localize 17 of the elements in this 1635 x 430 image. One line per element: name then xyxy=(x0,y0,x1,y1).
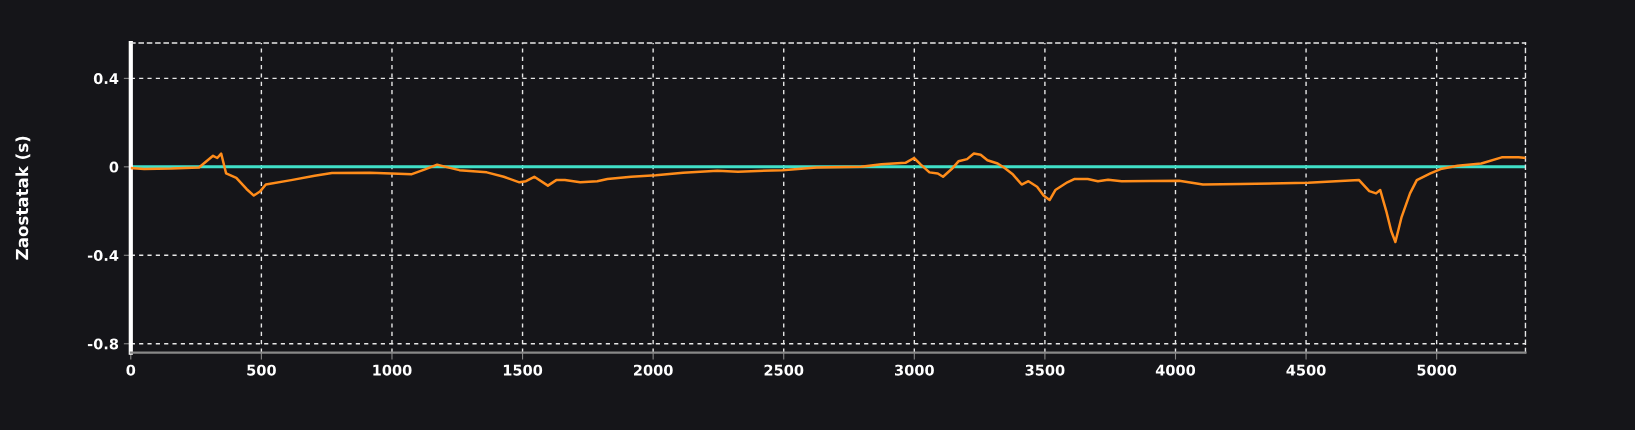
y-tick-label: -0.8 xyxy=(87,338,119,350)
x-tick-label: 5000 xyxy=(1417,364,1457,376)
x-tick-label: 3500 xyxy=(1025,364,1065,376)
x-tick-label: 0 xyxy=(126,364,136,376)
y-tick-label: 0 xyxy=(109,161,119,173)
x-tick-label: 2000 xyxy=(634,364,673,376)
x-tick-label: 4000 xyxy=(1155,364,1196,376)
x-tick-label: 4500 xyxy=(1286,364,1326,376)
x-tick-label: 2500 xyxy=(764,364,804,376)
x-tick-label: 1500 xyxy=(503,364,543,376)
x-tick-label: 3000 xyxy=(895,364,934,376)
y-axis-title: Zaostatak (s) xyxy=(15,136,31,260)
x-tick-label: 500 xyxy=(247,364,276,376)
x-tick-label: 1000 xyxy=(373,364,412,376)
y-tick-label: -0.4 xyxy=(87,250,119,262)
y-tick-label: 0.4 xyxy=(93,73,119,85)
line-series xyxy=(130,152,1526,244)
